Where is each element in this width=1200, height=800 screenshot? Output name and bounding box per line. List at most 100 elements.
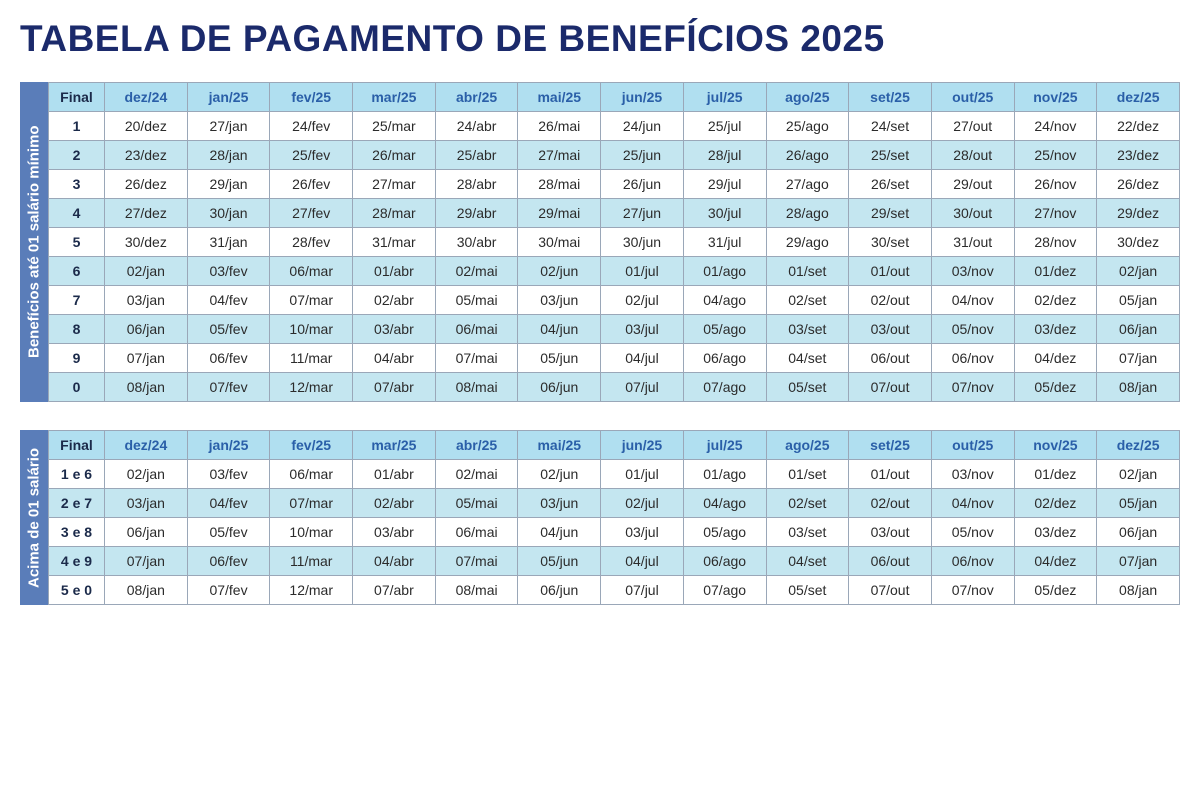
column-header-month: mar/25 (353, 83, 436, 112)
payment-date-cell: 01/jul (601, 460, 684, 489)
payment-date-cell: 08/jan (1097, 576, 1180, 605)
table-row: 703/jan04/fev07/mar02/abr05/mai03/jun02/… (49, 286, 1180, 315)
row-label-final-digit: 9 (49, 344, 105, 373)
payment-date-cell: 06/jan (1097, 518, 1180, 547)
payment-date-cell: 29/dez (1097, 199, 1180, 228)
payment-date-cell: 03/out (849, 315, 932, 344)
payment-date-cell: 03/nov (931, 460, 1014, 489)
column-header-month: mai/25 (518, 431, 601, 460)
payment-date-cell: 08/jan (105, 576, 188, 605)
payment-date-cell: 25/jul (683, 112, 766, 141)
table-row: 4 e 907/jan06/fev11/mar04/abr07/mai05/ju… (49, 547, 1180, 576)
payment-date-cell: 01/abr (353, 257, 436, 286)
payment-table-block: Acima de 01 salárioFinaldez/24jan/25fev/… (20, 430, 1180, 605)
payment-date-cell: 03/fev (187, 257, 270, 286)
column-header-month: abr/25 (435, 431, 518, 460)
payment-date-cell: 06/ago (683, 547, 766, 576)
row-label-final-digit: 1 e 6 (49, 460, 105, 489)
payment-date-cell: 08/jan (1097, 373, 1180, 402)
payment-date-cell: 06/fev (187, 344, 270, 373)
payment-date-cell: 03/fev (187, 460, 270, 489)
row-label-final-digit: 1 (49, 112, 105, 141)
payment-date-cell: 05/dez (1014, 576, 1097, 605)
payment-date-cell: 05/set (766, 373, 849, 402)
payment-date-cell: 04/fev (187, 286, 270, 315)
payment-date-cell: 04/set (766, 547, 849, 576)
row-label-final-digit: 3 (49, 170, 105, 199)
payment-date-cell: 30/jan (187, 199, 270, 228)
payment-date-cell: 03/jun (518, 286, 601, 315)
payment-date-cell: 06/nov (931, 344, 1014, 373)
column-header-month: fev/25 (270, 431, 353, 460)
payment-date-cell: 07/mar (270, 286, 353, 315)
payment-date-cell: 27/nov (1014, 199, 1097, 228)
column-header-month: mar/25 (353, 431, 436, 460)
payment-date-cell: 05/set (766, 576, 849, 605)
column-header-month: jul/25 (683, 83, 766, 112)
payment-date-cell: 26/nov (1014, 170, 1097, 199)
payment-date-cell: 27/jun (601, 199, 684, 228)
payment-date-cell: 28/mai (518, 170, 601, 199)
column-header-month: nov/25 (1014, 83, 1097, 112)
payment-date-cell: 01/ago (683, 460, 766, 489)
table-row: 120/dez27/jan24/fev25/mar24/abr26/mai24/… (49, 112, 1180, 141)
payment-date-cell: 05/ago (683, 518, 766, 547)
payment-date-cell: 04/fev (187, 489, 270, 518)
payment-date-cell: 03/dez (1014, 518, 1097, 547)
payment-date-cell: 28/abr (435, 170, 518, 199)
payment-date-cell: 06/out (849, 344, 932, 373)
payment-date-cell: 27/jan (187, 112, 270, 141)
payment-date-cell: 10/mar (270, 518, 353, 547)
payment-date-cell: 04/abr (353, 344, 436, 373)
payment-date-cell: 24/fev (270, 112, 353, 141)
table-side-label: Acima de 01 salário (20, 430, 48, 605)
payment-date-cell: 24/abr (435, 112, 518, 141)
payment-date-cell: 01/ago (683, 257, 766, 286)
payment-date-cell: 04/jul (601, 547, 684, 576)
payment-date-cell: 26/fev (270, 170, 353, 199)
payment-date-cell: 29/mai (518, 199, 601, 228)
payment-date-cell: 02/jan (105, 460, 188, 489)
payment-date-cell: 26/ago (766, 141, 849, 170)
row-label-final-digit: 0 (49, 373, 105, 402)
payment-date-cell: 01/jul (601, 257, 684, 286)
table-row: 427/dez30/jan27/fev28/mar29/abr29/mai27/… (49, 199, 1180, 228)
payment-date-cell: 07/jan (105, 547, 188, 576)
payment-date-cell: 10/mar (270, 315, 353, 344)
payment-date-cell: 23/dez (105, 141, 188, 170)
payment-date-cell: 07/abr (353, 576, 436, 605)
payment-date-cell: 07/jan (105, 344, 188, 373)
payment-date-cell: 02/abr (353, 489, 436, 518)
payment-date-cell: 25/ago (766, 112, 849, 141)
payment-date-cell: 24/nov (1014, 112, 1097, 141)
payment-date-cell: 04/jun (518, 518, 601, 547)
table-side-label: Benefícios até 01 salário mínimo (20, 82, 48, 402)
payment-date-cell: 06/mar (270, 257, 353, 286)
payment-date-cell: 26/dez (1097, 170, 1180, 199)
table-row: 223/dez28/jan25/fev26/mar25/abr27/mai25/… (49, 141, 1180, 170)
payment-date-cell: 06/jun (518, 576, 601, 605)
payment-date-cell: 05/nov (931, 518, 1014, 547)
column-header-month: jan/25 (187, 83, 270, 112)
payment-date-cell: 02/set (766, 286, 849, 315)
payment-date-cell: 25/mar (353, 112, 436, 141)
payment-date-cell: 27/ago (766, 170, 849, 199)
column-header-month: jun/25 (601, 83, 684, 112)
payment-date-cell: 07/mai (435, 344, 518, 373)
payment-date-cell: 02/abr (353, 286, 436, 315)
payment-date-cell: 31/mar (353, 228, 436, 257)
table-row: 3 e 806/jan05/fev10/mar03/abr06/mai04/ju… (49, 518, 1180, 547)
payment-date-cell: 25/jun (601, 141, 684, 170)
column-header-month: jan/25 (187, 431, 270, 460)
payment-date-cell: 01/dez (1014, 460, 1097, 489)
table-row: 5 e 008/jan07/fev12/mar07/abr08/mai06/ju… (49, 576, 1180, 605)
column-header-month: dez/25 (1097, 431, 1180, 460)
payment-date-cell: 02/dez (1014, 286, 1097, 315)
payment-date-cell: 07/mai (435, 547, 518, 576)
table-row: 602/jan03/fev06/mar01/abr02/mai02/jun01/… (49, 257, 1180, 286)
payment-date-cell: 25/abr (435, 141, 518, 170)
payment-date-cell: 26/mar (353, 141, 436, 170)
payment-date-cell: 06/nov (931, 547, 1014, 576)
payment-date-cell: 12/mar (270, 373, 353, 402)
payment-date-cell: 06/jan (1097, 315, 1180, 344)
